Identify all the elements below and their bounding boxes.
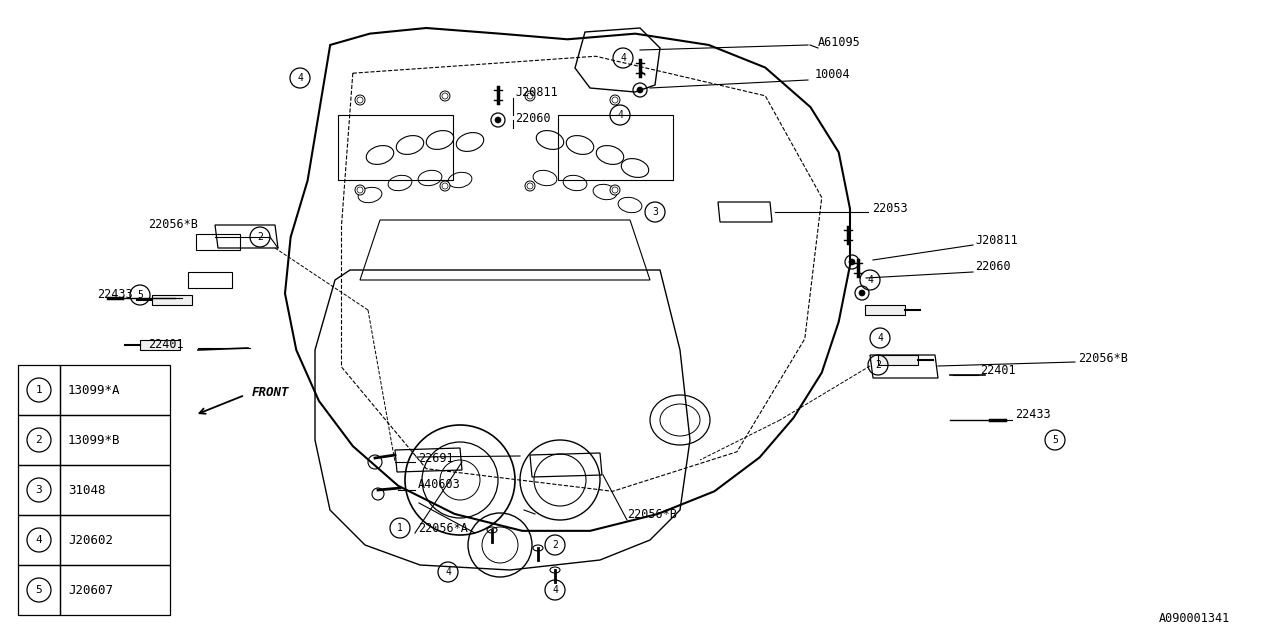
Text: 22433: 22433 xyxy=(1015,408,1051,422)
Text: J20602: J20602 xyxy=(68,534,113,547)
Circle shape xyxy=(637,87,643,93)
Text: 22691: 22691 xyxy=(419,451,453,465)
Text: 31048: 31048 xyxy=(68,483,105,497)
Circle shape xyxy=(355,185,365,195)
Circle shape xyxy=(859,290,865,296)
Text: 22433: 22433 xyxy=(97,289,133,301)
Text: 2: 2 xyxy=(36,435,42,445)
Text: 10004: 10004 xyxy=(815,68,851,81)
Text: 3: 3 xyxy=(652,207,658,217)
Text: A40603: A40603 xyxy=(419,479,461,492)
Text: 5: 5 xyxy=(36,585,42,595)
Text: 22056*B: 22056*B xyxy=(148,218,198,232)
Text: J20607: J20607 xyxy=(68,584,113,596)
Text: 3: 3 xyxy=(36,485,42,495)
Text: 4: 4 xyxy=(867,275,873,285)
Circle shape xyxy=(849,259,855,265)
Text: 22060: 22060 xyxy=(515,111,550,125)
Text: A61095: A61095 xyxy=(818,35,860,49)
Circle shape xyxy=(611,95,620,105)
Polygon shape xyxy=(865,305,905,315)
Circle shape xyxy=(525,181,535,191)
Text: FRONT: FRONT xyxy=(252,385,289,399)
Text: 1: 1 xyxy=(397,523,403,533)
Text: 4: 4 xyxy=(877,333,883,343)
Circle shape xyxy=(440,91,451,101)
Text: A090001341: A090001341 xyxy=(1158,611,1230,625)
Circle shape xyxy=(611,185,620,195)
Text: 22401: 22401 xyxy=(980,364,1015,376)
Text: 13099*A: 13099*A xyxy=(68,383,120,397)
Text: 22056*B: 22056*B xyxy=(1078,351,1128,365)
Text: 22056*A: 22056*A xyxy=(419,522,468,534)
Circle shape xyxy=(440,181,451,191)
Text: 4: 4 xyxy=(297,73,303,83)
Text: 2: 2 xyxy=(257,232,262,242)
Text: 5: 5 xyxy=(137,290,143,300)
Circle shape xyxy=(525,91,535,101)
Text: 5: 5 xyxy=(1052,435,1059,445)
Text: 22056*B: 22056*B xyxy=(627,509,677,522)
Text: 2: 2 xyxy=(876,360,881,370)
Text: 4: 4 xyxy=(620,53,626,63)
Text: 22060: 22060 xyxy=(975,260,1011,273)
Text: J20811: J20811 xyxy=(975,234,1018,246)
Text: 4: 4 xyxy=(552,585,558,595)
Circle shape xyxy=(355,95,365,105)
Polygon shape xyxy=(152,295,192,305)
Text: 13099*B: 13099*B xyxy=(68,433,120,447)
Text: 2: 2 xyxy=(552,540,558,550)
Text: 4: 4 xyxy=(617,110,623,120)
Text: 1: 1 xyxy=(36,385,42,395)
Text: 4: 4 xyxy=(36,535,42,545)
Circle shape xyxy=(495,117,500,123)
Text: 22053: 22053 xyxy=(872,202,908,214)
Text: 22401: 22401 xyxy=(148,339,183,351)
Text: 4: 4 xyxy=(445,567,451,577)
Polygon shape xyxy=(140,340,180,350)
Polygon shape xyxy=(878,355,918,365)
Text: J20811: J20811 xyxy=(515,86,558,99)
